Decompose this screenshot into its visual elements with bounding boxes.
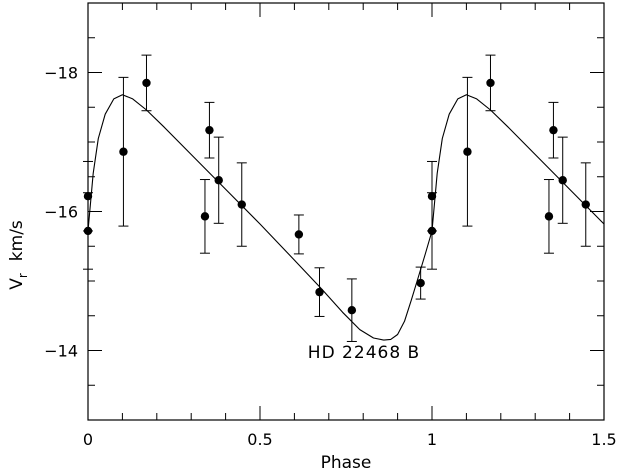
error-bars: [83, 54, 591, 342]
data-point: [427, 226, 437, 236]
fit-curve-layer: [87, 94, 605, 341]
y-axis-label-main: V: [7, 278, 27, 290]
y-axis-label: Vr km/s: [7, 220, 30, 290]
y-axis-label-unit: km/s: [7, 220, 27, 261]
data-point: [119, 147, 128, 156]
data-point: [549, 125, 558, 135]
data-point: [427, 192, 437, 201]
data-point: [214, 176, 223, 185]
data-point: [294, 230, 304, 239]
x-tick-label: 0.5: [247, 430, 272, 449]
svg-text:Vrkm/s: Vr km/s: [7, 220, 30, 290]
y-tick-label: −16: [44, 203, 78, 222]
data-point: [142, 78, 151, 88]
data-point: [205, 125, 214, 135]
x-axis-label: Phase: [321, 453, 372, 472]
data-point: [558, 176, 567, 185]
data-points: [83, 78, 590, 315]
y-axis-label-sub: r: [16, 273, 30, 278]
y-tick-label: −18: [44, 64, 78, 83]
x-tick-label: 1: [427, 430, 437, 449]
data-point: [544, 212, 554, 221]
fit-curve: [87, 94, 605, 341]
plot-frame: [87, 2, 605, 421]
tick-labels: 0 0.5 1 1.5 −14 −16 −18: [44, 64, 616, 450]
data-point: [416, 278, 425, 288]
data-point: [200, 212, 210, 221]
star-annotation: HD 22468 B: [308, 343, 420, 363]
y-tick-label: −14: [44, 342, 78, 361]
data-point: [237, 200, 246, 209]
x-tick-label: 0: [83, 430, 93, 449]
data-point: [347, 305, 357, 315]
data-point: [486, 78, 495, 88]
x-tick-label: 1.5: [591, 430, 616, 449]
data-point: [581, 200, 590, 209]
data-point: [463, 147, 472, 156]
data-point: [315, 287, 324, 297]
